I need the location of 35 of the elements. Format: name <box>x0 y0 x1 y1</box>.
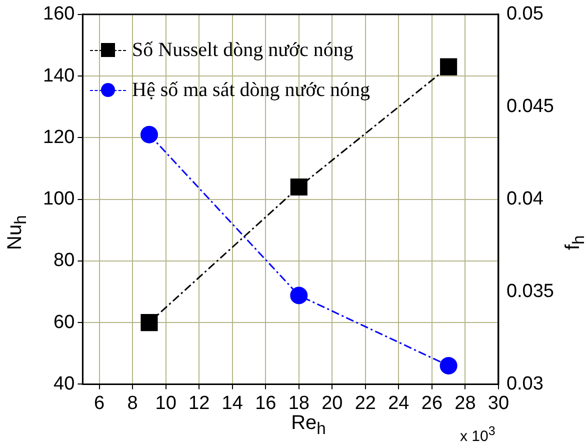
y-tick-label: 40 <box>54 373 75 394</box>
x-tick-label: 10 <box>155 392 176 414</box>
text: x 10$^{3}$ <box>460 424 496 445</box>
x-tick-label: 12 <box>188 392 210 414</box>
x-tick-label: 14 <box>222 392 244 414</box>
y-tick-label: 60 <box>54 312 75 333</box>
point <box>290 178 308 196</box>
point <box>140 126 158 144</box>
point <box>440 356 458 374</box>
y-tick-label: 100 <box>43 188 75 210</box>
x-axis-title: Re$_{h}$ <box>291 412 326 438</box>
point <box>140 314 158 332</box>
y2-tick-label: 0.035 <box>506 280 554 302</box>
y2-tick-label: 0.04 <box>506 188 544 210</box>
x-tick-label: 24 <box>388 392 410 414</box>
x-tick-label: 18 <box>288 392 310 414</box>
x-tick-label: 20 <box>322 392 343 414</box>
y2-tick-label: 0.05 <box>506 4 544 25</box>
x-tick-label: 6 <box>94 392 105 414</box>
y-tick-label: 160 <box>43 4 75 25</box>
legend-label: Số Nusselt dòng nước nóng <box>132 38 354 62</box>
x-tick-label: 28 <box>454 392 476 414</box>
x-tick-label: 26 <box>421 392 443 414</box>
y-tick-label: 120 <box>43 126 75 148</box>
x-tick-label: 22 <box>354 392 376 414</box>
y-tick-label: 80 <box>54 250 75 272</box>
x-tick-label: 8 <box>127 392 138 414</box>
y-tick-label: 140 <box>43 65 75 86</box>
point <box>440 58 458 76</box>
x-tick-label: 16 <box>255 392 276 414</box>
y2-tick-label: 0.045 <box>506 96 554 118</box>
x-tick-label: 30 <box>488 392 510 414</box>
legend-label: Hệ số ma sát dòng nước nóng <box>132 78 370 102</box>
point <box>290 286 308 304</box>
y2-tick-label: 0.03 <box>506 373 544 394</box>
